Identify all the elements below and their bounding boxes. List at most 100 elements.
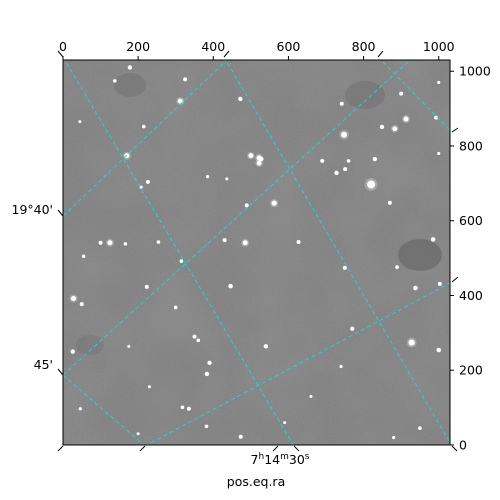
star-27 xyxy=(206,175,210,179)
wcs-ticks xyxy=(57,50,459,452)
star-17 xyxy=(248,153,254,159)
star-33 xyxy=(271,200,277,206)
star-35 xyxy=(98,240,103,245)
star-75 xyxy=(283,421,287,425)
star-50 xyxy=(437,281,442,286)
star-4 xyxy=(177,98,183,104)
star-3 xyxy=(113,79,117,83)
star-2 xyxy=(183,77,188,82)
star-39 xyxy=(222,238,227,243)
dec-tick-label-1: 19°40' xyxy=(12,202,54,217)
wcs-tick-3 xyxy=(377,50,384,58)
x-axis-ticks: 0 200 400 600 800 1000 xyxy=(59,39,455,60)
star-34 xyxy=(387,200,392,205)
star-73 xyxy=(392,435,396,440)
star-57 xyxy=(263,344,269,349)
dark-patch xyxy=(398,239,442,271)
dark-patch xyxy=(345,81,385,109)
grid-line-2 xyxy=(225,60,450,444)
dark-patch xyxy=(76,335,104,355)
wcs-tick-9 xyxy=(451,127,459,133)
star-70 xyxy=(238,434,243,439)
star-72 xyxy=(418,426,422,430)
y-tick-label: 800 xyxy=(459,138,483,153)
wcs-tick-5 xyxy=(57,368,64,376)
star-halo xyxy=(255,159,263,168)
star-64 xyxy=(339,364,343,369)
star-37 xyxy=(123,242,128,246)
star-71 xyxy=(136,432,140,436)
star-65 xyxy=(147,385,151,389)
wcs-tick-8 xyxy=(272,445,279,452)
star-62 xyxy=(207,360,212,365)
star-36 xyxy=(107,240,113,246)
star-42 xyxy=(430,237,436,242)
star-56 xyxy=(196,338,201,343)
ra-tick-label: 7h14m30s xyxy=(251,452,310,467)
star-68 xyxy=(78,407,82,411)
sky-image xyxy=(63,60,450,445)
star-halo xyxy=(241,238,250,247)
y-axis-ticks: 0 200 400 600 800 1000 xyxy=(450,64,491,453)
star-29 xyxy=(334,170,339,176)
star-43 xyxy=(81,254,86,258)
star-8 xyxy=(437,80,441,85)
x-tick-label: 400 xyxy=(201,39,225,54)
star-25 xyxy=(145,179,150,184)
star-halo xyxy=(339,129,349,140)
star-20 xyxy=(256,160,262,166)
star-48 xyxy=(228,283,233,289)
star-field xyxy=(69,65,442,440)
star-halo xyxy=(364,178,378,191)
star-23 xyxy=(372,156,378,162)
star-53 xyxy=(173,305,178,310)
star-5 xyxy=(238,96,243,102)
x-tick-label: 800 xyxy=(352,39,376,54)
star-halo xyxy=(402,115,411,124)
star-14 xyxy=(403,116,409,122)
wcs-tick-10 xyxy=(451,276,459,283)
grid-line-1 xyxy=(64,60,294,445)
star-38 xyxy=(156,240,161,244)
grid-line-5 xyxy=(63,60,411,376)
star-63 xyxy=(204,371,210,377)
x-tick-label: 200 xyxy=(126,39,150,54)
star-47 xyxy=(144,284,149,289)
star-40 xyxy=(242,240,248,246)
wcs-tick-1 xyxy=(57,50,64,58)
star-41 xyxy=(296,240,301,245)
star-halo xyxy=(269,199,279,208)
wcs-tick-4 xyxy=(57,209,64,217)
wcs-tick-7 xyxy=(293,445,300,452)
star-69 xyxy=(204,424,209,429)
grid-line-4 xyxy=(63,60,228,217)
y-tick-label: 600 xyxy=(459,213,483,228)
star-halo xyxy=(390,124,399,133)
star-51 xyxy=(71,295,77,301)
plot-frame xyxy=(62,59,451,446)
star-55 xyxy=(192,334,197,339)
star-58 xyxy=(408,339,415,346)
star-13 xyxy=(392,126,398,132)
y-tick-label: 0 xyxy=(459,438,467,453)
sky-noise xyxy=(63,60,450,445)
x-axis-label: pos.eq.ra xyxy=(227,474,285,489)
x-tick-label: 0 xyxy=(59,39,67,54)
x-tick-label: 1000 xyxy=(423,39,455,54)
star-halo xyxy=(69,294,78,303)
star-61 xyxy=(127,344,131,348)
star-52 xyxy=(79,302,84,307)
star-32 xyxy=(244,203,249,208)
star-54 xyxy=(350,326,355,331)
wcs-tick-11 xyxy=(451,445,458,452)
star-halo xyxy=(105,238,114,247)
star-44 xyxy=(179,259,184,263)
star-10 xyxy=(141,124,146,129)
star-46 xyxy=(395,265,399,269)
star-59 xyxy=(436,347,442,353)
star-12 xyxy=(379,124,385,130)
star-28 xyxy=(225,177,229,181)
star-66 xyxy=(180,405,185,410)
star-74 xyxy=(309,394,313,398)
